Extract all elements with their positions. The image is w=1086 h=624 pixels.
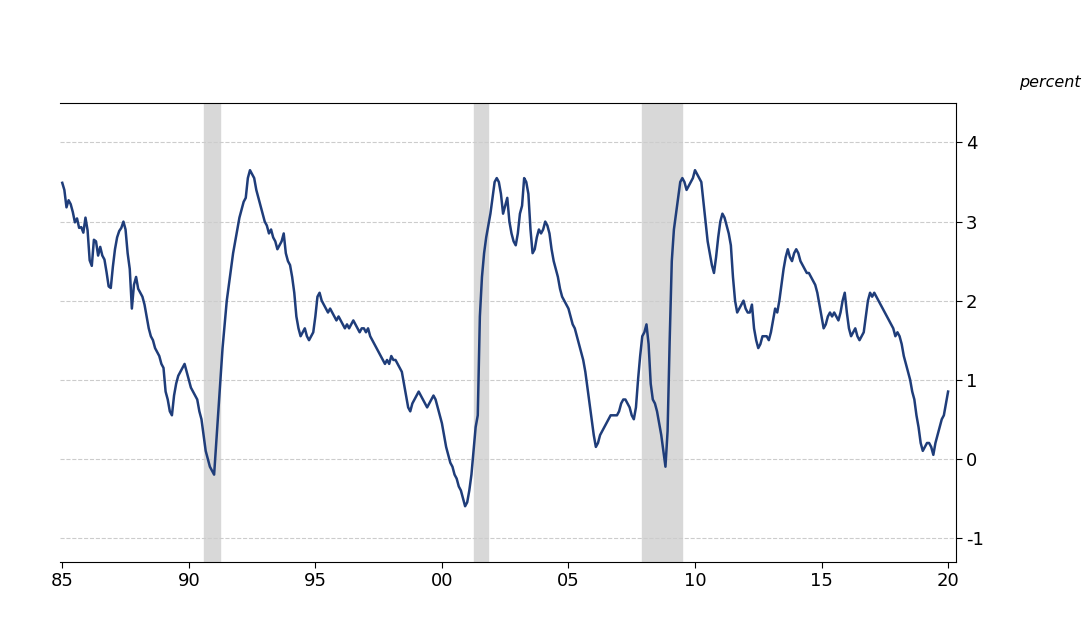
Text: Three-Month Treasury Bill Rate: Three-Month Treasury Bill Rate <box>313 62 643 82</box>
Bar <box>642 103 682 562</box>
Text: Ten-Year Treasury Bond Rate Minus: Ten-Year Treasury Bond Rate Minus <box>291 24 665 44</box>
Bar <box>473 103 489 562</box>
Bar <box>203 103 220 562</box>
Text: percent: percent <box>1019 76 1081 90</box>
